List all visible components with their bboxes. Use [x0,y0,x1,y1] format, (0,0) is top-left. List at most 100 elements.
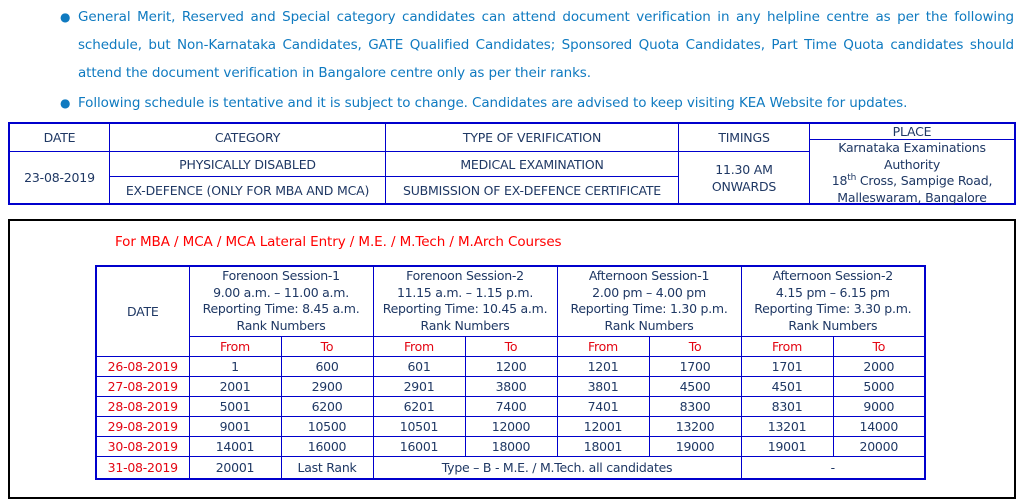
rank-cell: 9000 [832,395,926,417]
schedule-row: 26-08-2019 1 600 601 1200 1201 1700 1701… [95,355,926,377]
rank-cell: 2000 [832,355,926,377]
rank-cell: 20000 [832,435,926,457]
rank-cell: 14001 [188,435,282,457]
note-item-1: ● General Merit, Reserved and Special ca… [58,3,1014,87]
schedule-title: For MBA / MCA / MCA Lateral Entry / M.E.… [115,234,562,250]
date-column: DATE 23-08-2019 [10,124,110,203]
notes-section: ● General Merit, Reserved and Special ca… [0,0,1024,117]
timings-value: 11.30 AM ONWARDS [711,161,777,194]
to-header: To [464,335,558,357]
session-rank-label: Rank Numbers [236,317,326,333]
note-text-1: General Merit, Reserved and Special cate… [78,9,1014,81]
rank-cell: 18000 [464,435,558,457]
timings-header-cell: TIMINGS [679,124,809,152]
rank-cell: 5001 [188,395,282,417]
rank-cell: 7400 [464,395,558,417]
rank-cell: 18001 [556,435,650,457]
from-header: From [740,335,834,357]
to-header: To [832,335,926,357]
rank-cell: 1201 [556,355,650,377]
rank-cell: 16001 [372,435,466,457]
schedule-table: DATE Forenoon Session-1 9.00 a.m. – 11.0… [95,265,927,480]
category-column: CATEGORY PHYSICALLY DISABLED EX-DEFENCE … [110,124,386,203]
session-header-forenoon-1: Forenoon Session-1 9.00 a.m. – 11.00 a.m… [188,265,374,337]
row-date: 27-08-2019 [95,375,190,397]
session-name: Afternoon Session-2 [772,268,894,284]
rank-cell: 6201 [372,395,466,417]
rank-cell: 3800 [464,375,558,397]
rank-cell: 4500 [648,375,742,397]
rank-cell: 600 [280,355,374,377]
schedule-row: 28-08-2019 5001 6200 6201 7400 7401 8300… [95,395,926,417]
row-date: 29-08-2019 [95,415,190,437]
row-date: 26-08-2019 [95,355,190,377]
schedule-box: For MBA / MCA / MCA Lateral Entry / M.E.… [8,219,1016,499]
row-date: 28-08-2019 [95,395,190,417]
rank-cell: 7401 [556,395,650,417]
schedule-last-row: 31-08-2019 20001 Last Rank Type – B - M.… [95,455,926,480]
rank-cell: 2001 [188,375,282,397]
session-time: 11.15 a.m. – 1.15 p.m. [396,284,534,300]
rank-cell: 19001 [740,435,834,457]
rank-cell: 9001 [188,415,282,437]
schedule-row: 30-08-2019 14001 16000 16001 18000 18001… [95,435,926,457]
rank-cell: 8301 [740,395,834,417]
session-rank-label: Rank Numbers [604,317,694,333]
rank-cell: 2900 [280,375,374,397]
category-cell-1: PHYSICALLY DISABLED [110,152,385,177]
session-header-row: DATE Forenoon Session-1 9.00 a.m. – 11.0… [95,265,926,357]
session-reporting-time: Reporting Time: 10.45 a.m. [382,301,548,317]
rank-cell: 1 [188,355,282,377]
session-name: Forenoon Session-2 [406,268,524,284]
rank-cell: 13200 [648,415,742,437]
bullet-icon: ● [60,96,71,110]
address-rest: Cross, Sampige Road, Malleswaram, Bangal… [837,173,993,205]
dash-cell: - [740,455,926,480]
rank-cell: 10501 [372,415,466,437]
row-date: 30-08-2019 [95,435,190,457]
rank-cell: 4501 [740,375,834,397]
rank-cell: 19000 [648,435,742,457]
date-header-cell: DATE [10,124,109,152]
session-rank-label: Rank Numbers [420,317,510,333]
rank-cell: 14000 [832,415,926,437]
verification-type-column: TYPE OF VERIFICATION MEDICAL EXAMINATION… [386,124,679,203]
place-column: PLACE Karnataka Examinations Authority 1… [810,124,1014,206]
rank-cell: 10500 [280,415,374,437]
rank-cell: 2901 [372,375,466,397]
row-date: 31-08-2019 [95,455,190,480]
rank-cell: 12001 [556,415,650,437]
session-reporting-time: Reporting Time: 1.30 p.m. [570,301,728,317]
timings-value-cell: 11.30 AM ONWARDS [679,152,809,203]
place-address: Karnataka Examinations Authority 18th Cr… [810,140,1014,206]
place-name: Karnataka Examinations Authority [838,140,986,172]
verification-table: DATE 23-08-2019 CATEGORY PHYSICALLY DISA… [8,122,1016,205]
session-time: 2.00 pm – 4.00 pm [592,284,706,300]
from-header: From [188,335,282,357]
to-header: To [280,335,374,357]
session-reporting-time: Reporting Time: 3.30 p.m. [754,301,912,317]
date-value-cell: 23-08-2019 [24,170,95,185]
session-header-forenoon-2: Forenoon Session-2 11.15 a.m. – 1.15 p.m… [372,265,558,337]
rank-cell: 1700 [648,355,742,377]
category-cell-2: EX-DEFENCE (ONLY FOR MBA AND MCA) [125,182,370,198]
rank-cell: 13201 [740,415,834,437]
session-reporting-time: Reporting Time: 8.45 a.m. [202,301,360,317]
rank-cell: 1200 [464,355,558,377]
address-number: 18 [831,173,848,188]
rank-cell: 601 [372,355,466,377]
note-item-2: ● Following schedule is tentative and it… [58,89,1014,117]
session-name: Forenoon Session-1 [222,268,340,284]
address-ordinal: th [847,172,857,183]
timings-column: TIMINGS 11.30 AM ONWARDS [679,124,810,203]
rank-cell: Last Rank [280,455,374,480]
from-header: From [556,335,650,357]
schedule-row: 27-08-2019 2001 2900 2901 3800 3801 4500… [95,375,926,397]
schedule-row: 29-08-2019 9001 10500 10501 12000 12001 … [95,415,926,437]
place-value-cell: Karnataka Examinations Authority 18th Cr… [810,140,1014,206]
rank-cell: 1701 [740,355,834,377]
session-time: 4.15 pm – 6.15 pm [775,284,890,300]
from-header: From [372,335,466,357]
rank-cell: 5000 [832,375,926,397]
